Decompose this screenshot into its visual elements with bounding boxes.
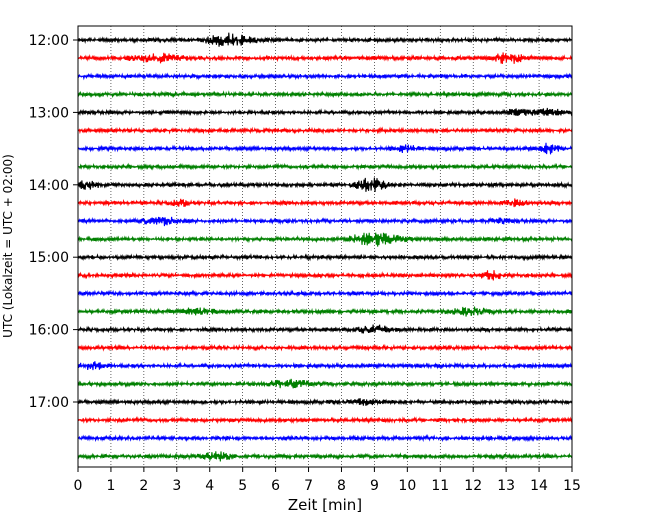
trace-row — [77, 306, 573, 317]
trace-row — [77, 416, 573, 425]
x-tick-label: 14 — [530, 478, 548, 494]
trace-row — [77, 32, 573, 47]
trace-row — [77, 72, 573, 81]
seismic-traces — [77, 32, 573, 462]
y-tick-label: 15:00 — [29, 250, 69, 266]
trace-row — [77, 216, 573, 227]
x-tick-label: 11 — [431, 478, 449, 494]
trace-row — [77, 162, 573, 171]
y-axis-ticks: 12:00 13:00 14:00 15:00 16:00 17:00 — [29, 33, 78, 411]
trace-row — [77, 397, 573, 407]
trace-row — [77, 177, 573, 193]
trace-row — [77, 324, 573, 334]
x-tick-label: 15 — [563, 478, 581, 494]
trace-row — [77, 270, 573, 281]
x-tick-label: 2 — [139, 478, 148, 494]
x-axis-ticks: 0 1 2 3 4 5 6 7 8 9 10 11 12 13 14 15 — [74, 467, 581, 494]
x-axis-label: Zeit [min] — [288, 496, 362, 514]
trace-row — [77, 107, 573, 117]
y-tick-label: 16:00 — [29, 323, 69, 339]
x-tick-label: 3 — [172, 478, 181, 494]
x-tick-label: 8 — [337, 478, 346, 494]
x-tick-label: 4 — [205, 478, 214, 494]
trace-row — [77, 434, 573, 443]
trace-row — [77, 451, 573, 462]
y-axis-label: UTC (Lokalzeit = UTC + 02:00) — [1, 154, 15, 338]
x-tick-label: 5 — [238, 478, 247, 494]
trace-row — [77, 142, 573, 155]
plot-area-frame — [77, 25, 573, 468]
x-tick-label: 6 — [271, 478, 280, 494]
x-tick-label: 0 — [74, 478, 83, 494]
y-tick-label: 12:00 — [29, 33, 69, 49]
trace-row — [77, 361, 573, 371]
y-tick-label: 14:00 — [29, 178, 69, 194]
trace-row — [77, 126, 573, 135]
y-tick-label: 13:00 — [29, 105, 69, 121]
trace-row — [77, 378, 573, 389]
x-tick-label: 9 — [370, 478, 379, 494]
trace-row — [77, 253, 573, 262]
trace-row — [77, 198, 573, 208]
trace-row — [77, 90, 573, 99]
x-tick-label: 7 — [304, 478, 313, 494]
y-tick-label: 17:00 — [29, 395, 69, 411]
x-tick-label: 1 — [106, 478, 115, 494]
trace-row — [77, 343, 573, 352]
x-tick-label: 10 — [398, 478, 416, 494]
trace-row — [77, 52, 573, 64]
x-tick-label: 12 — [464, 478, 482, 494]
trace-row — [77, 289, 573, 298]
x-tick-label: 13 — [497, 478, 515, 494]
trace-row — [77, 232, 573, 247]
